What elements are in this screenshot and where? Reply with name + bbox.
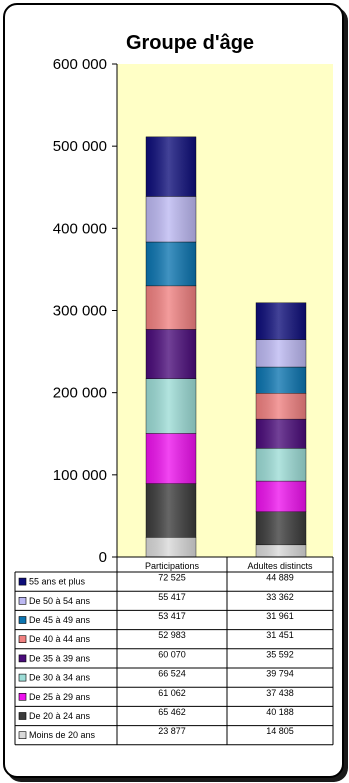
y-tick-label: 100 000 bbox=[53, 467, 107, 484]
legend-swatch bbox=[18, 731, 27, 740]
bar-segment-shading bbox=[256, 302, 306, 340]
data-label: 31 451 bbox=[266, 630, 294, 640]
legend-label: De 40 à 44 ans bbox=[29, 634, 91, 644]
bar-segment-shading bbox=[146, 483, 196, 538]
data-label: 65 462 bbox=[158, 707, 186, 717]
chart-title: Groupe d'âge bbox=[126, 32, 254, 54]
bar-segment-shading bbox=[146, 136, 196, 197]
legend-label: Moins de 20 ans bbox=[29, 730, 96, 740]
y-tick-label: 500 000 bbox=[53, 138, 107, 155]
bar-segment-shading bbox=[256, 339, 306, 368]
legend-label: De 50 à 54 ans bbox=[29, 596, 91, 606]
bar-segment-shading bbox=[146, 285, 196, 330]
legend-swatch bbox=[18, 616, 27, 624]
data-label: 35 592 bbox=[266, 649, 294, 659]
table-category-header: Participations bbox=[145, 561, 200, 571]
legend-swatch bbox=[18, 673, 27, 682]
bar-segment-shading bbox=[256, 367, 306, 394]
table-category-header: Adultes distincts bbox=[247, 561, 313, 571]
data-label: 52 983 bbox=[158, 630, 186, 640]
y-tick-label: 300 000 bbox=[53, 303, 107, 320]
bar-segment-shading bbox=[146, 196, 196, 242]
bar-segment-shading bbox=[256, 544, 306, 557]
y-tick-label: 0 bbox=[99, 549, 107, 566]
bar-segment-shading bbox=[146, 241, 196, 286]
data-label: 53 417 bbox=[158, 611, 186, 621]
bar-segment-shading bbox=[256, 419, 306, 449]
data-label: 60 070 bbox=[158, 649, 186, 659]
bar-segment-shading bbox=[256, 448, 306, 482]
data-label: 66 524 bbox=[158, 669, 186, 679]
data-label: 61 062 bbox=[158, 688, 186, 698]
legend-swatch bbox=[18, 654, 27, 663]
legend-swatch bbox=[18, 712, 27, 720]
legend-label: De 25 à 29 ans bbox=[29, 692, 91, 702]
legend-swatch bbox=[18, 577, 27, 586]
legend-swatch bbox=[18, 692, 27, 701]
data-table: Participations Adultes distincts 55 ans et… bbox=[14, 556, 334, 746]
legend-swatch bbox=[18, 596, 27, 605]
bar-segment-shading bbox=[146, 378, 196, 434]
legend-label: De 20 à 24 ans bbox=[29, 711, 91, 721]
data-label: 31 961 bbox=[266, 611, 294, 621]
data-label: 14 805 bbox=[266, 726, 294, 736]
legend-label: 55 ans et plus bbox=[29, 577, 86, 587]
legend-label: De 45 à 49 ans bbox=[29, 615, 91, 625]
bar-segment-shading bbox=[146, 329, 196, 379]
data-label: 72 525 bbox=[158, 573, 186, 583]
data-label: 40 188 bbox=[266, 707, 294, 717]
bar-segment-shading bbox=[146, 433, 196, 484]
data-label: 23 877 bbox=[158, 726, 186, 736]
data-label: 44 889 bbox=[266, 573, 294, 583]
legend-label: De 30 à 34 ans bbox=[29, 673, 91, 683]
data-label: 33 362 bbox=[266, 592, 294, 602]
data-label: 55 417 bbox=[158, 592, 186, 602]
y-tick-label: 400 000 bbox=[53, 220, 107, 237]
y-tick-label: 200 000 bbox=[53, 385, 107, 402]
bar-segment-shading bbox=[256, 511, 306, 545]
data-label: 37 438 bbox=[266, 688, 294, 698]
bar-segment-shading bbox=[256, 481, 306, 512]
bar-segment-shading bbox=[256, 393, 306, 420]
y-tick-label: 600 000 bbox=[53, 56, 107, 73]
data-label: 39 794 bbox=[266, 669, 294, 679]
legend-label: De 35 à 39 ans bbox=[29, 653, 91, 663]
legend-swatch bbox=[18, 635, 27, 644]
plot-area: 0 100 000 200 000 300 000 400 000 500 000 600 … bbox=[53, 56, 333, 566]
bar-segment-shading bbox=[146, 537, 196, 557]
